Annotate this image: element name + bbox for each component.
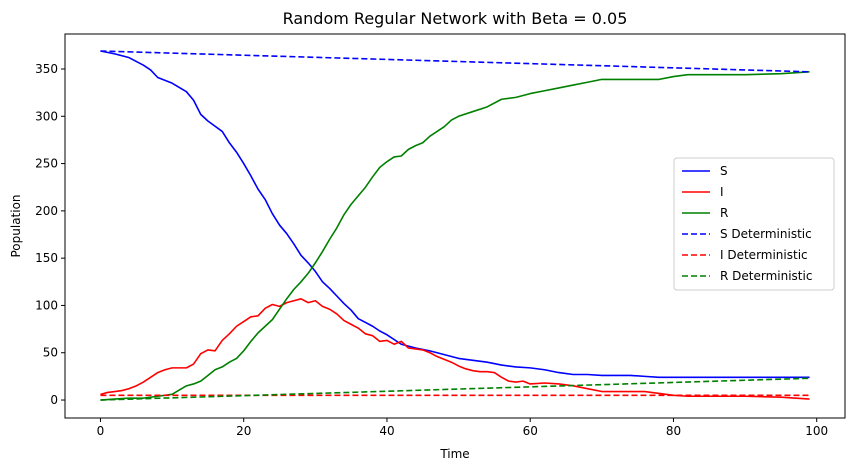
x-tick-label: 0	[97, 424, 105, 438]
x-tick-label: 20	[236, 424, 251, 438]
y-axis: 0 50 100 150 200 250 300 350	[35, 62, 65, 407]
x-tick-label: 100	[805, 424, 828, 438]
y-tick-label: 100	[35, 298, 58, 312]
chart-title: Random Regular Network with Beta = 0.05	[283, 9, 628, 28]
x-tick-label: 60	[523, 424, 538, 438]
x-axis: 0 20 40 60 80 100	[97, 418, 828, 438]
legend-label: R Deterministic	[720, 269, 812, 283]
y-tick-label: 0	[50, 393, 58, 407]
x-axis-label: Time	[439, 447, 469, 461]
series-line-s	[100, 50, 810, 379]
series-line-r-deterministic	[100, 377, 810, 401]
series-line-i	[100, 298, 810, 400]
plot-frame	[64, 33, 846, 419]
y-tick-label: 200	[35, 204, 58, 218]
x-tick-label: 80	[666, 424, 681, 438]
legend-label: I	[720, 185, 724, 199]
y-tick-label: 50	[43, 346, 58, 360]
legend-label: S Deterministic	[720, 227, 812, 241]
legend-label: R	[720, 206, 728, 220]
y-axis-label: Population	[9, 194, 23, 257]
y-tick-label: 300	[35, 109, 58, 123]
series-line-s-deterministic	[100, 50, 810, 73]
legend: SIR S Deterministic I Deterministic R Deter…	[673, 157, 835, 291]
legend-label: I Deterministic	[720, 248, 808, 262]
x-tick-label: 40	[379, 424, 394, 438]
series-line-r	[100, 71, 810, 401]
legend-box	[673, 157, 835, 291]
legend-label: S	[720, 164, 728, 178]
plot-area	[100, 50, 810, 401]
y-tick-label: 150	[35, 251, 58, 265]
y-tick-label: 250	[35, 157, 58, 171]
y-tick-label: 350	[35, 62, 58, 76]
